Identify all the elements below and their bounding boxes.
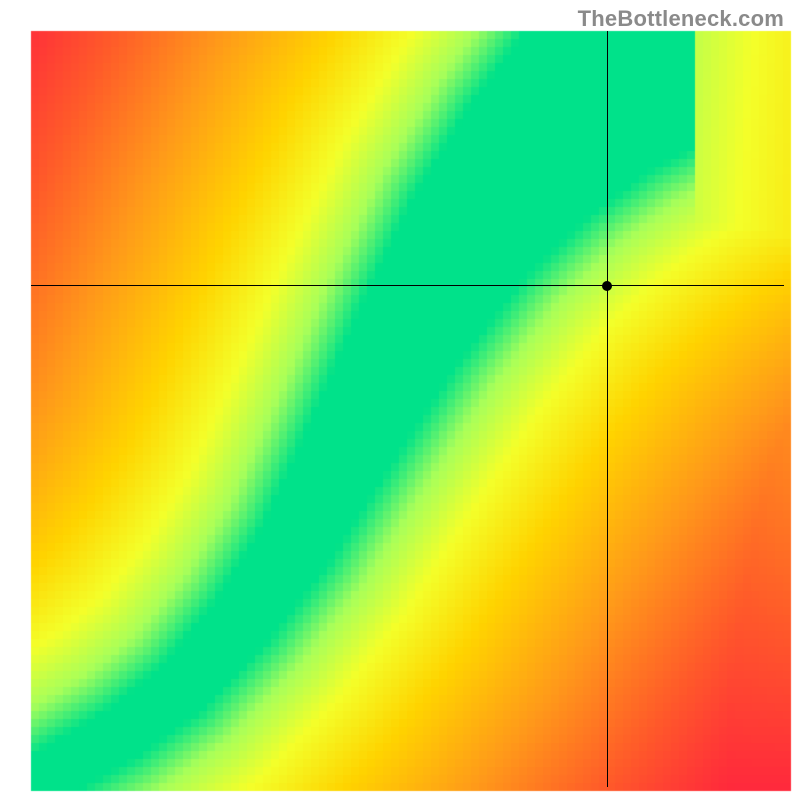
chart-container: { "meta": { "watermark": "TheBottleneck.… [0, 0, 800, 800]
heatmap-canvas [0, 0, 800, 800]
watermark: TheBottleneck.com [578, 6, 784, 32]
